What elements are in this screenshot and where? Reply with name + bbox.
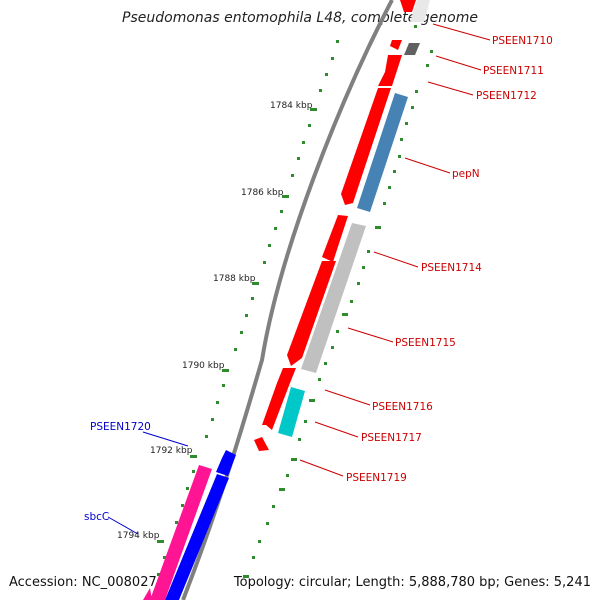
kbp-label: 1788 kbp: [213, 274, 256, 284]
cds-feature: [150, 465, 212, 600]
outer-ruler: [243, 6, 433, 578]
cds-feature: [165, 474, 229, 600]
gene-label: PSEEN1717: [361, 432, 422, 444]
kbp-label: 1792 kbp: [150, 446, 193, 456]
cds-feature: [357, 93, 408, 212]
gene-label: PSEEN1719: [346, 472, 407, 484]
right-gene-labels: PSEEN1710 PSEEN1711 PSEEN1712 pepN PSEEN…: [299, 23, 553, 484]
kbp-label: 1790 kbp: [182, 361, 225, 371]
gene-label: sbcC: [84, 511, 109, 523]
cds-feature: [143, 588, 152, 600]
cds-feature: [390, 40, 402, 50]
map-title: Pseudomonas entomophila L48, complete ge…: [122, 10, 478, 26]
cds-feature: [410, 0, 430, 22]
gene-label: PSEEN1712: [476, 90, 537, 102]
cds-feature: [277, 368, 296, 383]
inner-ruler: [157, 40, 339, 576]
cds-feature: [301, 223, 366, 373]
accession-text: Accession: NC_008027: [9, 575, 157, 590]
genome-backbone: [181, 0, 394, 600]
gene-label: PSEEN1714: [421, 262, 482, 274]
cds-feature: [322, 215, 348, 262]
cds-feature: [400, 0, 416, 12]
gene-label: PSEEN1716: [372, 401, 433, 413]
cds-feature: [254, 437, 269, 451]
cds-feature: [378, 55, 402, 86]
gene-label: PSEEN1720: [90, 421, 151, 433]
gene-label: pepN: [452, 168, 480, 180]
kbp-label: 1786 kbp: [241, 188, 284, 198]
kbp-label: 1794 kbp: [117, 531, 160, 541]
cds-feature: [262, 383, 290, 430]
gene-label: PSEEN1711: [483, 65, 544, 77]
cds-feature: [216, 450, 236, 476]
topology-text: Topology: circular; Length: 5,888,780 bp…: [233, 575, 591, 590]
cds-feature: [341, 88, 391, 205]
gene-label: PSEEN1710: [492, 35, 553, 47]
cds-feature: [404, 43, 420, 55]
forward-cds-track: [254, 0, 416, 451]
cds-feature: [278, 387, 305, 437]
kbp-label: 1784 kbp: [270, 101, 313, 111]
cds-feature: [287, 261, 336, 366]
left-gene-labels: PSEEN1720 sbcC: [84, 421, 189, 535]
gene-label: PSEEN1715: [395, 337, 456, 349]
